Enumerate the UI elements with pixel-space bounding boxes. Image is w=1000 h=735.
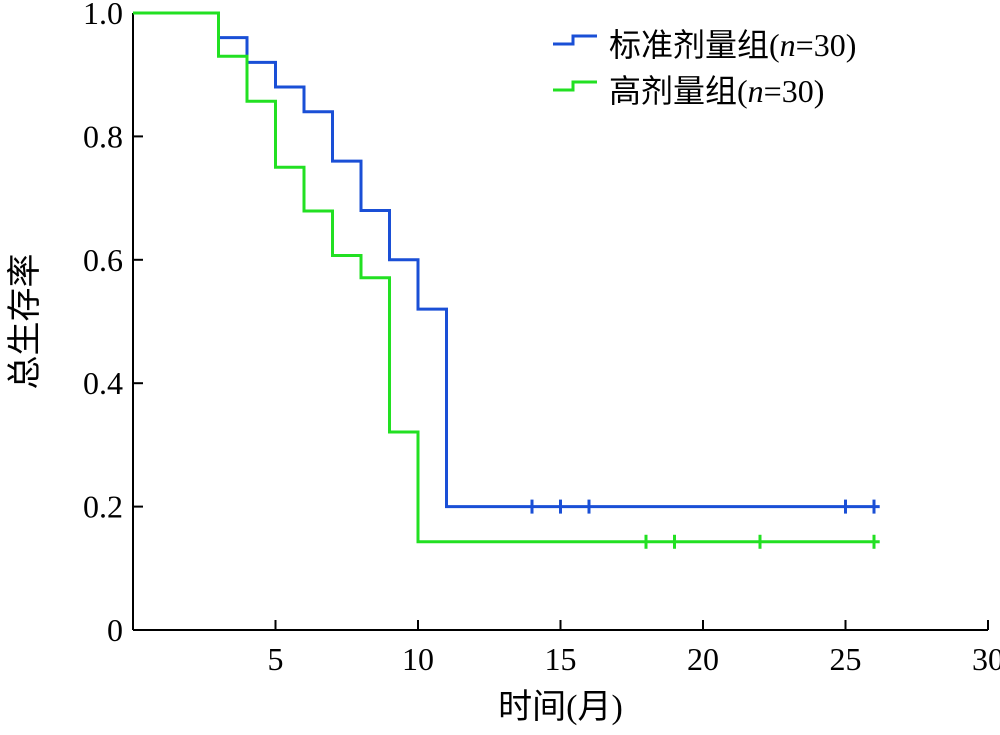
series [133, 11, 880, 549]
x-tick-label: 15 [545, 641, 577, 677]
x-tick-label: 20 [687, 641, 719, 677]
x-tick-label: 10 [402, 641, 434, 677]
y-tick-label: 0.8 [83, 118, 123, 154]
series-1 [133, 11, 880, 514]
series-2 [133, 11, 880, 549]
legend-swatch-2 [553, 80, 597, 92]
x-tick-label: 25 [830, 641, 862, 677]
x-tick-label: 5 [268, 641, 284, 677]
y-tick-label: 0 [107, 612, 123, 648]
y-tick-label: 0.2 [83, 489, 123, 525]
x-tick-label: 30 [972, 641, 1000, 677]
series-2-line [133, 11, 880, 544]
y-tick-label: 0.6 [83, 242, 123, 278]
ticks: 5 10 15 20 25 30 0 0.2 0.4 0.6 0.8 1.0 [83, 0, 1000, 677]
legend: 标准剂量组(n=30) 高剂量组(n=30) [553, 27, 856, 109]
legend-label-1: 标准剂量组(n=30) [609, 27, 856, 63]
series-1-line [133, 11, 880, 509]
y-tick-label: 0.4 [83, 365, 123, 401]
axes [132, 13, 988, 631]
y-tick-label: 1.0 [83, 0, 123, 31]
legend-label-2: 高剂量组(n=30) [609, 73, 824, 109]
y-axis-title: 总生存率 [6, 254, 44, 390]
x-axis-title: 时间(月) [498, 689, 623, 726]
legend-swatch-1 [553, 34, 597, 46]
